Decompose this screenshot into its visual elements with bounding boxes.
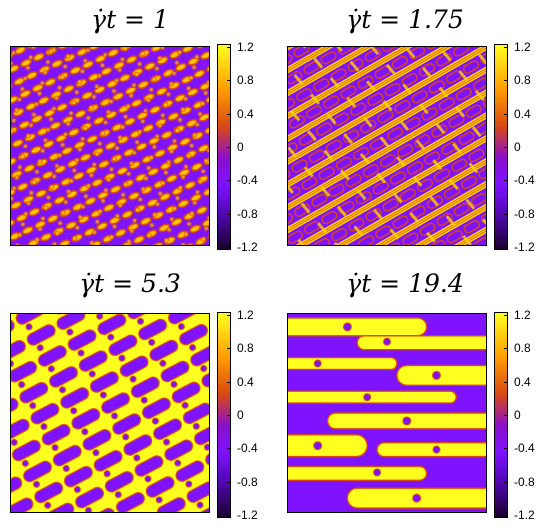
colorbar-tick-mark (504, 214, 508, 215)
phase-field-1 (10, 46, 210, 246)
colorbar-tick-label: 0.4 (237, 375, 254, 389)
colorbar-tick-mark (504, 80, 508, 81)
colorbar-tick-mark (227, 80, 231, 81)
colorbar-tick-mark (504, 180, 508, 181)
colorbar-tick-label: 0 (237, 408, 244, 422)
colorbar-tick-label: -0.4 (514, 173, 535, 187)
phase-field-3 (10, 313, 210, 513)
colorbar-tick-label: 0.8 (237, 341, 254, 355)
colorbar-tick-mark (227, 247, 231, 248)
colorbar-tick-label: 1.2 (237, 40, 254, 54)
colorbar-tick-label: -0.4 (514, 441, 535, 455)
panel-title-2: γ̇t = 1.75 (346, 5, 464, 34)
colorbar-tick-mark (504, 348, 508, 349)
colorbar-tick-mark (227, 382, 231, 383)
colorbar-tick-mark (504, 247, 508, 248)
colorbar-tick-label: 0.8 (514, 341, 531, 355)
colorbar-tick-mark (504, 415, 508, 416)
colorbar-tick-mark (504, 382, 508, 383)
colorbar-tick-label: -0.8 (237, 475, 258, 489)
colorbar-tick-mark (504, 114, 508, 115)
panel-title-3: γ̇t = 5.3 (79, 269, 181, 298)
colorbar-tick-mark (227, 147, 231, 148)
colorbar-tick-label: 1.2 (514, 40, 531, 54)
colorbar-tick-label: -1.2 (514, 240, 535, 254)
colorbar-tick-label: -1.2 (237, 240, 258, 254)
colorbar-tick-mark (227, 114, 231, 115)
colorbar-tick-mark (227, 315, 231, 316)
colorbar-tick-mark (504, 147, 508, 148)
colorbar-tick-mark (504, 315, 508, 316)
colorbar-tick-label: 0 (237, 140, 244, 154)
colorbar-tick-label: 1.2 (237, 308, 254, 322)
colorbar-tick-mark (227, 482, 231, 483)
colorbar-tick-mark (227, 448, 231, 449)
colorbar-tick-label: 0.8 (514, 73, 531, 87)
colorbar-tick-label: 1.2 (514, 308, 531, 322)
phase-field-2 (287, 46, 487, 246)
colorbar-tick-label: -0.4 (237, 173, 258, 187)
colorbar-tick-label: 0 (514, 408, 521, 422)
colorbar-tick-label: 0.8 (237, 73, 254, 87)
colorbar-tick-mark (227, 515, 231, 516)
panel-title-1: γ̇t = 1 (91, 5, 169, 34)
colorbar-tick-label: 0 (514, 140, 521, 154)
colorbar-tick-mark (227, 415, 231, 416)
colorbar-tick-mark (227, 214, 231, 215)
colorbar-tick-label: -0.8 (514, 475, 535, 489)
colorbar-tick-mark (227, 47, 231, 48)
colorbar-tick-label: -0.8 (237, 207, 258, 221)
colorbar-tick-mark (504, 448, 508, 449)
phase-field-4 (287, 313, 487, 513)
colorbar-tick-label: 0.4 (237, 107, 254, 121)
colorbar-tick-mark (227, 348, 231, 349)
colorbar-tick-label: -1.2 (514, 508, 535, 522)
colorbar-tick-label: -0.8 (514, 207, 535, 221)
colorbar-tick-label: -1.2 (237, 508, 258, 522)
colorbar-tick-mark (504, 47, 508, 48)
colorbar-tick-mark (504, 482, 508, 483)
colorbar-tick-label: -0.4 (237, 441, 258, 455)
panel-title-4: γ̇t = 19.4 (346, 269, 464, 298)
colorbar-tick-label: 0.4 (514, 107, 531, 121)
colorbar-tick-label: 0.4 (514, 375, 531, 389)
colorbar-tick-mark (504, 515, 508, 516)
colorbar-tick-mark (227, 180, 231, 181)
